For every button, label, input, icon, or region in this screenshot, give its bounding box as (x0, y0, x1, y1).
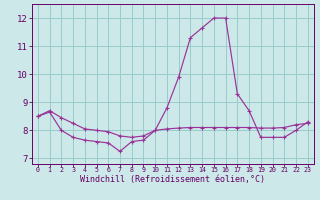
X-axis label: Windchill (Refroidissement éolien,°C): Windchill (Refroidissement éolien,°C) (80, 175, 265, 184)
